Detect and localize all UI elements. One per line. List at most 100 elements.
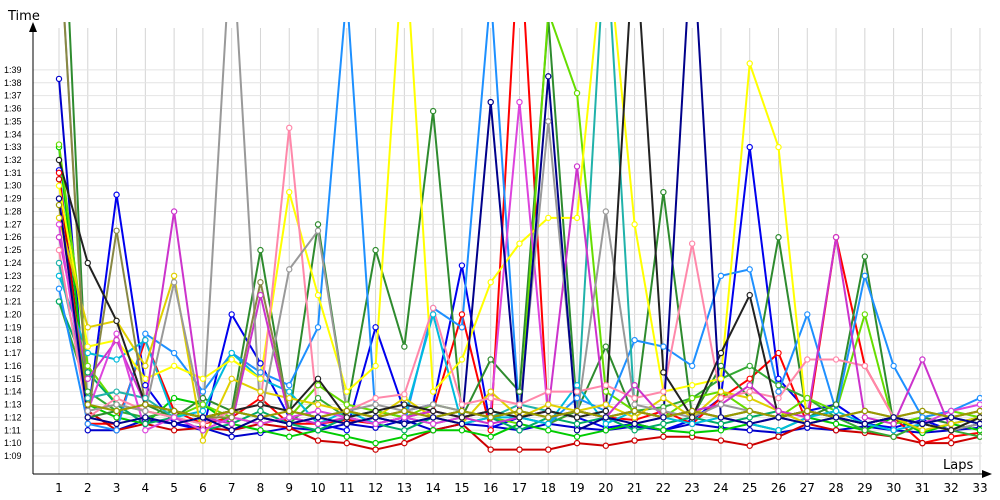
- data-point: [55, 259, 63, 267]
- y-tick-label: 1:12: [4, 412, 22, 422]
- data-point: [55, 298, 63, 305]
- x-tick-label: 7: [228, 481, 236, 495]
- data-point: [717, 375, 725, 382]
- data-point: [314, 407, 322, 415]
- data-point: [401, 391, 408, 398]
- x-tick-label: 3: [113, 481, 121, 495]
- data-point: [142, 407, 149, 415]
- data-point: [314, 291, 322, 299]
- data-point: [688, 382, 696, 389]
- y-tick-label: 1:21: [4, 297, 22, 307]
- data-point: [142, 336, 149, 344]
- data-point: [631, 401, 638, 408]
- data-point: [401, 439, 408, 447]
- data-point: [286, 433, 293, 440]
- data-point: [947, 433, 955, 440]
- data-point: [890, 420, 897, 428]
- data-point: [947, 414, 955, 421]
- data-point: [775, 407, 782, 415]
- data-point: [257, 414, 264, 421]
- data-point: [286, 407, 293, 415]
- data-point: [257, 394, 264, 402]
- data-point: [660, 388, 667, 395]
- data-point: [516, 98, 523, 106]
- x-tick-label: 15: [454, 481, 469, 495]
- data-point: [314, 414, 322, 421]
- data-point: [688, 420, 696, 428]
- data-point: [228, 414, 235, 421]
- data-point: [746, 60, 753, 67]
- x-tick-label: 23: [685, 481, 700, 495]
- data-point: [170, 279, 178, 286]
- data-point: [573, 427, 581, 434]
- series-points: [55, 60, 982, 453]
- data-point: [170, 427, 178, 434]
- x-tick-label: 10: [310, 481, 325, 495]
- data-point: [631, 336, 638, 344]
- y-tick-label: 1:19: [4, 322, 22, 332]
- data-point: [55, 169, 63, 177]
- data-point: [199, 420, 207, 428]
- y-tick-label: 1:34: [4, 129, 22, 139]
- data-point: [545, 446, 552, 453]
- y-tick-label: 1:11: [4, 425, 21, 435]
- data-point: [775, 375, 782, 382]
- data-point: [113, 356, 120, 363]
- data-point: [976, 414, 982, 421]
- data-point: [717, 427, 725, 434]
- data-point: [832, 234, 840, 241]
- y-tick-label: 1:15: [4, 374, 22, 384]
- data-point: [746, 362, 753, 370]
- data-point: [775, 143, 782, 151]
- data-point: [861, 253, 869, 260]
- data-point: [286, 420, 293, 428]
- data-point: [458, 311, 466, 318]
- data-point: [919, 427, 926, 434]
- data-point: [113, 388, 120, 395]
- data-point: [602, 407, 610, 415]
- data-point: [487, 414, 494, 421]
- y-tick-label: 1:22: [4, 284, 22, 294]
- data-point: [170, 272, 178, 280]
- y-tick-label: 1:27: [4, 219, 22, 229]
- data-point: [55, 75, 63, 83]
- data-point: [228, 356, 235, 363]
- data-point: [861, 272, 869, 280]
- data-point: [113, 420, 120, 428]
- data-point: [746, 442, 753, 449]
- data-point: [602, 401, 610, 408]
- data-point: [199, 437, 207, 444]
- data-point: [688, 394, 696, 402]
- data-point: [947, 427, 955, 434]
- y-tick-label: 1:29: [4, 194, 22, 204]
- data-point: [947, 407, 955, 415]
- data-point: [257, 427, 264, 434]
- data-point: [545, 427, 552, 434]
- data-point: [84, 324, 91, 331]
- data-point: [861, 407, 869, 415]
- data-point: [199, 394, 207, 402]
- data-point: [257, 388, 264, 395]
- data-point: [84, 407, 91, 415]
- data-point: [516, 420, 523, 428]
- data-point: [602, 420, 610, 428]
- data-point: [84, 362, 91, 370]
- data-point: [573, 89, 581, 97]
- data-point: [746, 414, 753, 421]
- x-tick-label: 30: [886, 481, 901, 495]
- data-point: [660, 433, 667, 440]
- data-point: [84, 343, 91, 350]
- y-tick-label: 1:18: [4, 335, 22, 345]
- data-point: [257, 369, 264, 376]
- data-point: [832, 414, 840, 421]
- data-point: [688, 429, 696, 437]
- data-point: [631, 221, 638, 228]
- data-point: [775, 433, 782, 440]
- data-point: [573, 394, 581, 402]
- data-point: [487, 420, 494, 428]
- data-point: [401, 420, 408, 428]
- data-point: [775, 427, 782, 434]
- y-tick-label: 1:20: [4, 309, 22, 319]
- data-point: [458, 420, 466, 428]
- data-point: [746, 407, 753, 415]
